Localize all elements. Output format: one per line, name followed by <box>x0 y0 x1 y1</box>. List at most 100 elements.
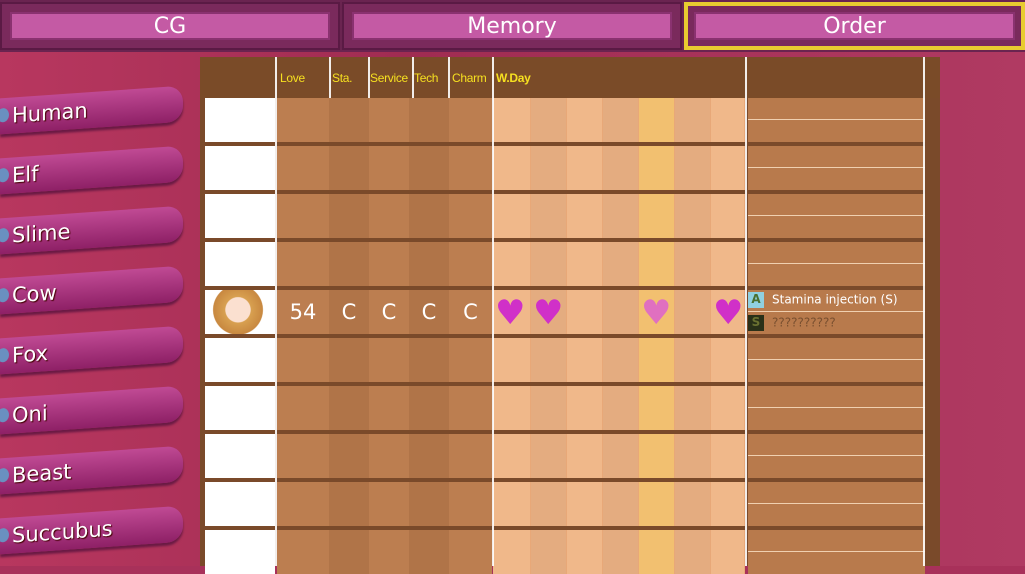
day-cell[interactable] <box>675 242 711 286</box>
order-table: Love Sta. Service Tech Charm W.Day 54 C C C… <box>200 57 940 574</box>
day-cell[interactable] <box>567 98 603 142</box>
day-cell[interactable] <box>711 386 745 430</box>
day-cell[interactable] <box>567 146 603 190</box>
stat-love-cell: 54 <box>277 290 329 334</box>
table-row[interactable] <box>205 338 927 382</box>
divider <box>492 57 494 566</box>
day-cell[interactable] <box>531 530 567 574</box>
stat-stamina-cell <box>329 530 369 574</box>
day-cell[interactable] <box>639 98 675 142</box>
day-cell[interactable] <box>603 290 639 334</box>
day-cell[interactable]: ♥ <box>493 290 531 334</box>
day-cell[interactable] <box>639 146 675 190</box>
day-cell[interactable] <box>675 290 711 334</box>
day-cell[interactable] <box>711 530 745 574</box>
tab-cg[interactable]: CG <box>0 2 340 50</box>
day-cell[interactable] <box>603 194 639 238</box>
day-cell[interactable] <box>567 530 603 574</box>
day-cell[interactable] <box>531 338 567 382</box>
day-cell[interactable] <box>493 146 531 190</box>
table-row[interactable] <box>205 530 927 574</box>
table-row[interactable]: 54 C C C C ♥ ♥ ♥ ♥ A Stamina injection (S) S???????… <box>205 290 927 334</box>
table-row[interactable] <box>205 98 927 142</box>
day-cell[interactable] <box>675 338 711 382</box>
day-cell[interactable] <box>493 338 531 382</box>
day-cell[interactable] <box>711 242 745 286</box>
day-cell[interactable] <box>639 434 675 478</box>
day-cell[interactable] <box>603 98 639 142</box>
stat-charm-cell <box>449 242 492 286</box>
day-cell[interactable] <box>603 530 639 574</box>
day-cell[interactable] <box>603 386 639 430</box>
day-cell[interactable] <box>531 242 567 286</box>
day-cell[interactable]: ♥ <box>531 290 567 334</box>
day-cell[interactable] <box>675 434 711 478</box>
day-cell[interactable] <box>639 482 675 526</box>
portrait-cell <box>205 386 275 430</box>
day-cell[interactable] <box>639 386 675 430</box>
table-row[interactable] <box>205 194 927 238</box>
day-cell[interactable] <box>603 146 639 190</box>
portrait-cell <box>205 146 275 190</box>
day-cell[interactable] <box>493 386 531 430</box>
day-cell[interactable] <box>567 386 603 430</box>
day-cell[interactable] <box>567 482 603 526</box>
table-row[interactable] <box>205 146 927 190</box>
day-cell[interactable] <box>675 386 711 430</box>
day-cell[interactable] <box>711 482 745 526</box>
header-love: Love <box>280 71 305 85</box>
header-tech: Tech <box>414 71 439 85</box>
day-cell[interactable] <box>567 194 603 238</box>
tab-memory[interactable]: Memory <box>342 2 682 50</box>
day-cell[interactable] <box>567 338 603 382</box>
day-cell[interactable] <box>567 290 603 334</box>
day-cell[interactable] <box>493 434 531 478</box>
day-cell[interactable] <box>567 434 603 478</box>
day-cell[interactable] <box>675 530 711 574</box>
day-cell[interactable] <box>603 434 639 478</box>
table-row[interactable] <box>205 434 927 478</box>
bonus-cell <box>748 386 925 430</box>
day-cell[interactable] <box>639 194 675 238</box>
day-cell[interactable] <box>639 338 675 382</box>
day-cell[interactable] <box>531 386 567 430</box>
day-cell[interactable]: ♥ <box>639 290 675 334</box>
day-cell[interactable] <box>639 530 675 574</box>
tab-label: Order <box>694 12 1015 40</box>
tab-order[interactable]: Order <box>684 2 1025 50</box>
day-cell[interactable] <box>675 98 711 142</box>
portrait-cell <box>205 338 275 382</box>
day-cell[interactable] <box>675 482 711 526</box>
day-cell[interactable] <box>531 434 567 478</box>
day-cell[interactable] <box>531 194 567 238</box>
day-cell[interactable] <box>493 194 531 238</box>
day-cell[interactable] <box>567 242 603 286</box>
divider <box>368 57 370 98</box>
day-cell[interactable] <box>493 242 531 286</box>
day-cell[interactable] <box>711 338 745 382</box>
day-cell[interactable] <box>711 146 745 190</box>
stat-love-cell <box>277 194 329 238</box>
day-cell[interactable] <box>531 98 567 142</box>
day-cell[interactable] <box>675 146 711 190</box>
day-cell[interactable] <box>531 146 567 190</box>
day-cell[interactable] <box>531 482 567 526</box>
day-cell[interactable] <box>493 482 531 526</box>
day-cell[interactable] <box>493 98 531 142</box>
day-cell[interactable] <box>711 434 745 478</box>
table-row[interactable] <box>205 242 927 286</box>
day-cell[interactable] <box>639 242 675 286</box>
day-cell[interactable]: ♥ <box>711 290 745 334</box>
day-cell[interactable] <box>493 530 531 574</box>
day-cell[interactable] <box>603 338 639 382</box>
table-row[interactable] <box>205 386 927 430</box>
day-cell[interactable] <box>603 242 639 286</box>
day-cell[interactable] <box>675 194 711 238</box>
tab-label: CG <box>10 12 330 40</box>
stat-service-cell <box>369 338 409 382</box>
table-row[interactable] <box>205 482 927 526</box>
stat-charm-cell <box>449 338 492 382</box>
day-cell[interactable] <box>603 482 639 526</box>
day-cell[interactable] <box>711 194 745 238</box>
day-cell[interactable] <box>711 98 745 142</box>
